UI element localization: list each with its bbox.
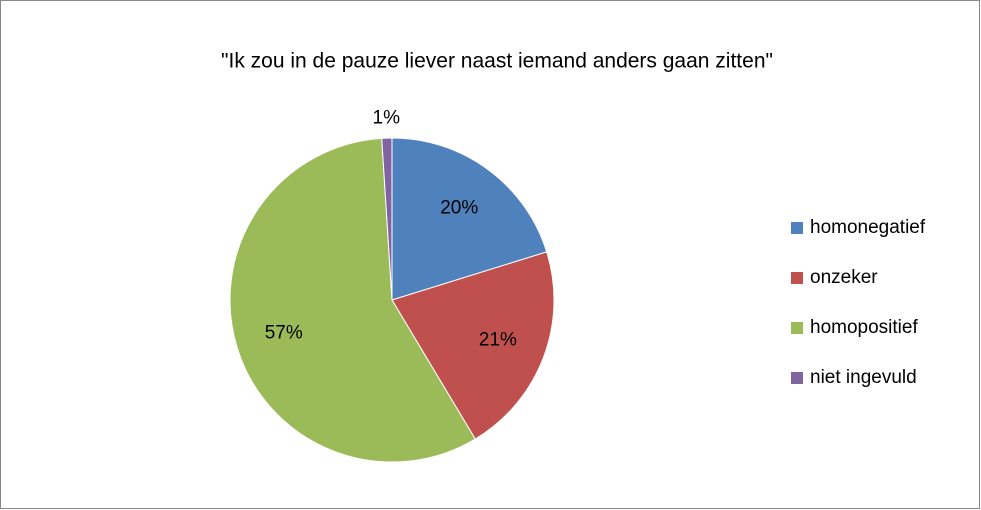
legend-swatch [791, 372, 803, 384]
legend-swatch [791, 272, 803, 284]
pie-slice [391, 251, 555, 440]
legend-label: homonegatief [810, 217, 926, 238]
pie-slice [229, 137, 476, 463]
legend-label: onzeker [810, 267, 878, 288]
legend-label: homopositief [810, 317, 918, 338]
chart-title: "Ik zou in de pauze liever naast iemand … [221, 50, 773, 73]
pie-slice [391, 137, 548, 301]
legend-swatch [791, 322, 803, 334]
data-label: 21% [479, 329, 517, 350]
data-label: 20% [440, 198, 478, 219]
data-label: 57% [265, 323, 303, 344]
pie-slice [381, 137, 393, 301]
legend-swatch [791, 222, 803, 234]
legend-label: niet ingevuld [810, 367, 917, 388]
data-label: 1% [373, 108, 401, 129]
